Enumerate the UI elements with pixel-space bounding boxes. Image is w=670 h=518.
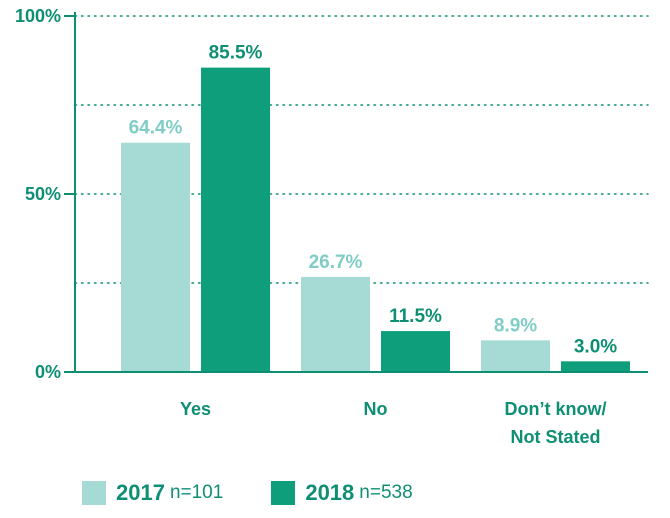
data-label: 3.0%	[574, 336, 617, 357]
y-tick-label: 0%	[35, 362, 61, 382]
bar-2017-0	[121, 142, 190, 372]
data-label: 11.5%	[389, 306, 442, 327]
legend-swatch-2017	[82, 481, 106, 505]
legend-item-2017: 2017 n=101	[82, 480, 223, 506]
x-tick-label: Don’t know/Not Stated	[505, 399, 607, 447]
legend-year-2017: 2017	[116, 480, 165, 505]
data-label: 26.7%	[309, 252, 363, 273]
data-label: 85.5%	[209, 43, 263, 64]
bar-chart: 0% 50% 100% 64.4% 85.5% Yes 26.7% 11.5% No 8.9% 3.…	[15, 6, 649, 447]
data-label: 64.4%	[129, 118, 183, 139]
legend-item-2018: 2018 n=538	[271, 480, 413, 506]
bar-2018-1	[381, 331, 450, 372]
bar-2018-0	[201, 67, 270, 373]
bar-2017-1	[301, 276, 370, 372]
x-tick-label: Yes	[180, 399, 211, 419]
x-tick-label: No	[364, 399, 388, 419]
legend: 2017 n=101 2018 n=538	[82, 480, 461, 506]
legend-swatch-2018	[271, 481, 296, 505]
legend-note-2017: n=101	[169, 482, 224, 503]
bar-2017-2	[481, 340, 550, 372]
data-label: 8.9%	[494, 315, 537, 336]
y-tick-label: 50%	[25, 184, 61, 204]
legend-note-2018: n=538	[359, 482, 413, 503]
bar-2018-2	[561, 361, 630, 372]
legend-year-2018: 2018	[305, 480, 355, 505]
y-tick-label: 100%	[15, 6, 61, 26]
